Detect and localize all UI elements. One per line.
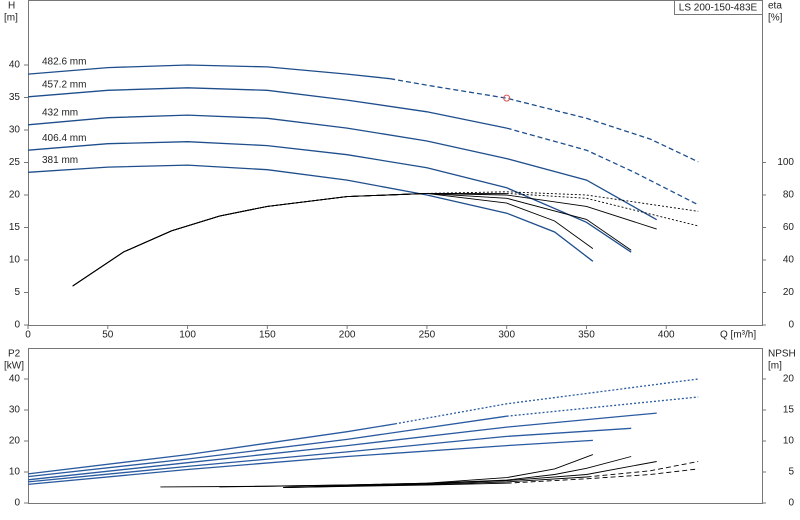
- y2-tick-label: 100: [777, 157, 794, 168]
- secondary-curve: [506, 468, 699, 484]
- x-tick-label: 100: [179, 330, 196, 341]
- x-tick-label: 200: [339, 330, 356, 341]
- curve: [27, 114, 658, 221]
- secondary-curve: [160, 454, 594, 488]
- curve: [27, 64, 391, 80]
- x-tick-label: 350: [578, 330, 595, 341]
- curve-label: 432 mm: [42, 107, 78, 118]
- secondary-curve: [219, 456, 632, 488]
- y2-tick-label: 60: [783, 222, 795, 233]
- y2-tick-label: 5: [788, 467, 794, 478]
- curve: [27, 439, 593, 486]
- y2-tick-label: 40: [783, 255, 795, 266]
- curve: [506, 127, 699, 206]
- curve: [27, 412, 657, 481]
- y-tick-label: 35: [9, 92, 21, 103]
- secondary-curve: [506, 192, 699, 227]
- curve: [27, 164, 594, 262]
- curve: [27, 415, 507, 478]
- curve: [27, 87, 507, 129]
- y-tick-label: 30: [9, 405, 21, 416]
- y2-axis-unit: [m]: [768, 361, 782, 372]
- x-tick-label: 400: [658, 330, 675, 341]
- y-tick-label: 10: [9, 467, 21, 478]
- y2-tick-label: 20: [783, 287, 795, 298]
- curve: [506, 396, 699, 417]
- secondary-curve: [72, 192, 632, 287]
- secondary-curve: [72, 192, 507, 287]
- y-axis-label: P2: [8, 349, 21, 360]
- chart-title: LS 200-150-483E: [679, 3, 758, 14]
- curve-label: 381 mm: [42, 155, 78, 166]
- curve-label: 406.4 mm: [42, 133, 86, 144]
- secondary-curve: [426, 191, 699, 212]
- y2-tick-label: 15: [783, 405, 795, 416]
- plot-frame: [28, 348, 763, 504]
- y-tick-label: 25: [9, 157, 21, 168]
- secondary-curve: [72, 192, 657, 287]
- y-axis-label: H: [8, 1, 15, 12]
- y-tick-label: 40: [9, 374, 21, 385]
- title-box: [674, 0, 763, 15]
- y-axis-unit: [kW]: [4, 361, 24, 372]
- x-tick-label: 250: [419, 330, 436, 341]
- secondary-curve: [72, 192, 427, 287]
- y-tick-label: 20: [9, 190, 21, 201]
- x-tick-label: 300: [498, 330, 515, 341]
- curve: [27, 423, 396, 475]
- x-tick-label: 0: [25, 330, 31, 341]
- y-tick-label: 0: [14, 498, 20, 509]
- curve: [27, 141, 632, 253]
- y2-tick-label: 0: [788, 498, 794, 509]
- y-axis-unit: [m]: [4, 13, 18, 24]
- x-tick-label: 150: [259, 330, 276, 341]
- secondary-curve: [586, 461, 699, 478]
- x-tick-label: 50: [102, 330, 114, 341]
- y2-tick-label: 80: [783, 190, 795, 201]
- duty-point: [503, 94, 511, 102]
- y-tick-label: 15: [9, 222, 21, 233]
- curve: [394, 378, 699, 425]
- secondary-curve: [283, 482, 507, 488]
- curve: [27, 427, 632, 483]
- y2-axis-label: NPSH: [768, 349, 796, 360]
- y2-axis-unit: [%]: [768, 13, 783, 24]
- curve: [390, 78, 699, 163]
- x-axis-label: Q [m³/h]: [720, 330, 756, 341]
- y-tick-label: 20: [9, 436, 21, 447]
- y2-tick-label: 0: [788, 320, 794, 331]
- y-tick-label: 30: [9, 125, 21, 136]
- y2-tick-label: 10: [783, 436, 795, 447]
- y-tick-label: 40: [9, 60, 21, 71]
- y-tick-label: 5: [14, 287, 20, 298]
- y2-tick-label: 20: [783, 374, 795, 385]
- y-tick-label: 0: [14, 320, 20, 331]
- y2-axis-label: eta: [768, 1, 782, 12]
- curve-label: 482.6 mm: [42, 57, 86, 68]
- y-tick-label: 10: [9, 255, 21, 266]
- curve-label: 457.2 mm: [42, 79, 86, 90]
